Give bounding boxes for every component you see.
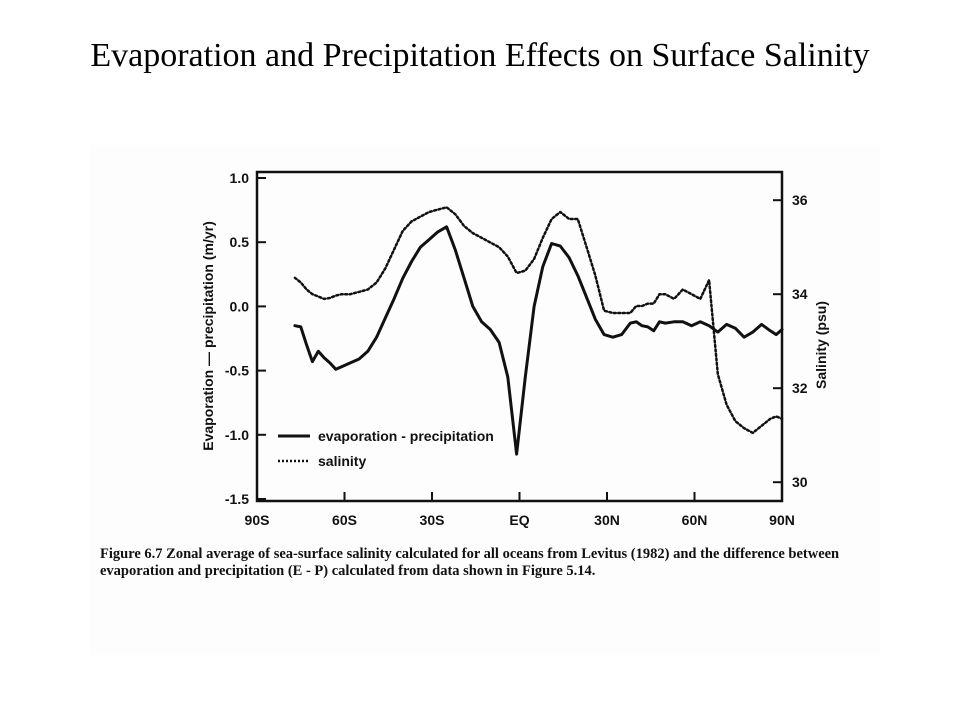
- evaporation-precipitation-line: [293, 225, 784, 456]
- x-tick-label: 60N: [682, 512, 708, 528]
- y2-tick-label: 36: [792, 192, 808, 208]
- y-axis-right-title: Salinity (psu): [813, 301, 829, 389]
- y-tick-label: 1.0: [230, 170, 250, 186]
- x-tick-label: 30S: [420, 512, 445, 528]
- salinity-line: [293, 206, 784, 435]
- y2-tick-label: 34: [792, 286, 808, 302]
- y2-tick-label: 30: [792, 474, 808, 490]
- series-layer: [293, 206, 784, 456]
- scanned-figure: [90, 145, 880, 655]
- x-tick-label: 90S: [245, 512, 270, 528]
- x-axis: 90S 60S 30S EQ 30N 60N 90N: [245, 492, 795, 528]
- y-tick-label: 0.0: [230, 298, 250, 314]
- legend-label-evaporation: evaporation - precipitation: [318, 428, 494, 444]
- plot-frame: [255, 170, 784, 503]
- slide-title: Evaporation and Precipitation Effects on…: [90, 37, 870, 74]
- x-tick-label: 90N: [769, 512, 795, 528]
- y-tick-label: -0.5: [225, 363, 249, 379]
- y-axis-left-title: Evaporation — precipitation (m/yr): [200, 221, 216, 450]
- y-tick-label: -1.5: [225, 491, 249, 507]
- y-tick-label: -1.0: [225, 427, 249, 443]
- legend-label-salinity: salinity: [318, 453, 366, 469]
- x-tick-label: EQ: [509, 512, 529, 528]
- y2-tick-label: 32: [792, 380, 808, 396]
- x-tick-label: 30N: [594, 512, 620, 528]
- figure-caption: Figure 6.7 Zonal average of sea-surface …: [100, 546, 840, 579]
- y-axis-left: 1.0 0.5 0.0 -0.5 -1.0 -1.5: [225, 170, 266, 507]
- legend: evaporation - precipitation salinity: [278, 428, 494, 469]
- y-tick-label: 0.5: [230, 234, 250, 250]
- x-tick-label: 60S: [332, 512, 357, 528]
- y-axis-right: 36 34 32 30: [773, 192, 808, 490]
